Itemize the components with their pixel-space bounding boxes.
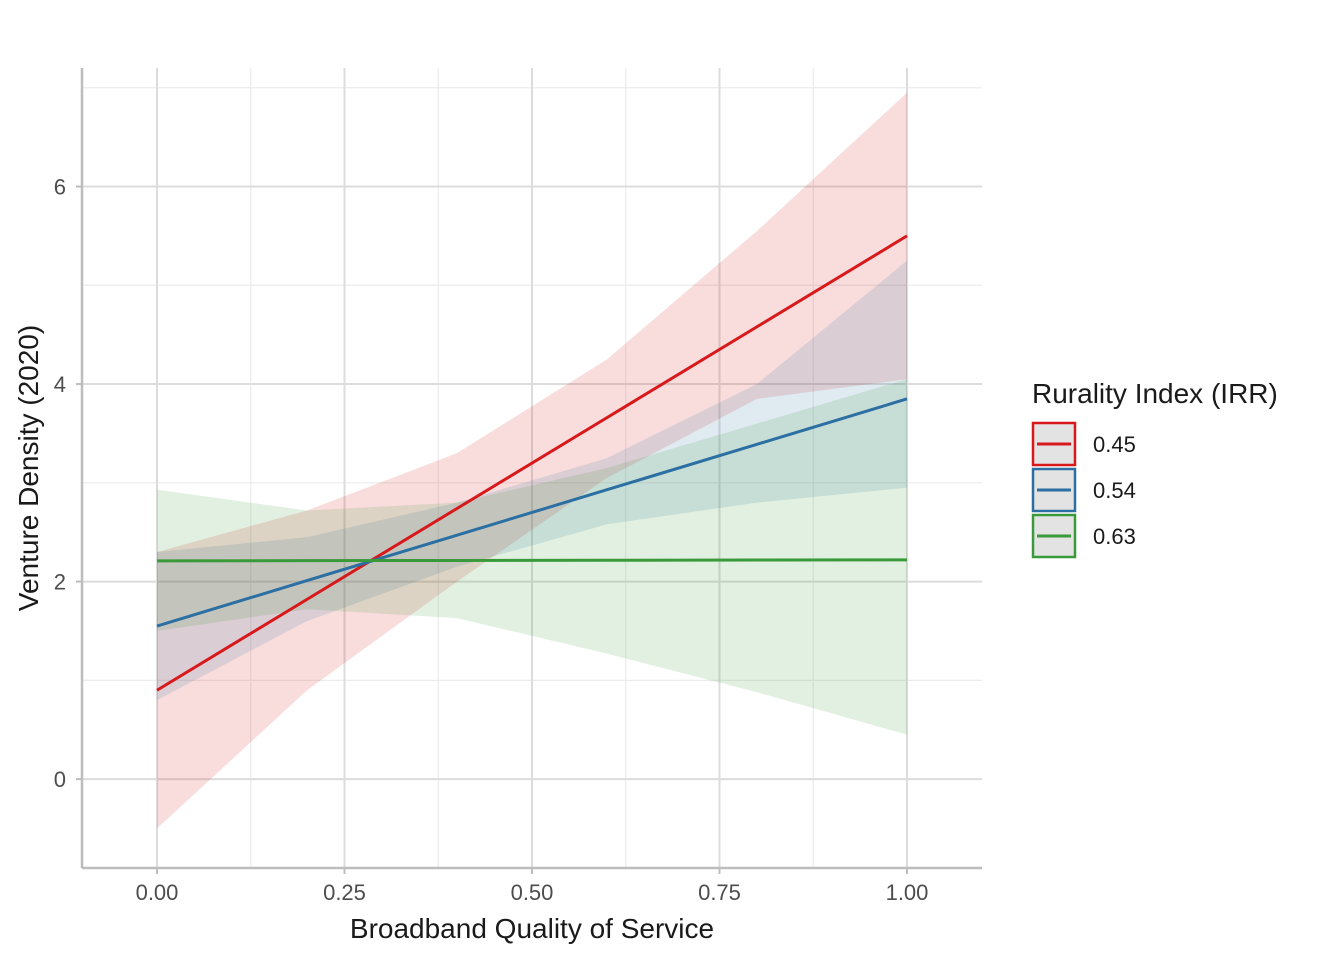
series-line-0.54: [156, 397, 908, 628]
y-tick-label: 4: [54, 372, 66, 397]
x-tick-label: 0.25: [323, 880, 366, 905]
legend-item-0.45: 0.45: [1031, 421, 1136, 467]
axes: [76, 68, 982, 874]
y-tick-label: 0: [54, 767, 66, 792]
x-tick-label: 0.50: [511, 880, 554, 905]
grid: [82, 68, 982, 868]
legend-label: 0.54: [1093, 478, 1136, 503]
confidence-band-0.54: [157, 260, 907, 701]
x-tick-label: 0.75: [698, 880, 741, 905]
legend-item-0.54: 0.54: [1031, 467, 1136, 513]
legend-label: 0.45: [1093, 432, 1136, 457]
legend-title: Rurality Index (IRR): [1032, 378, 1278, 409]
series-line-0.63: [156, 558, 908, 563]
x-axis-title: Broadband Quality of Service: [350, 913, 714, 944]
x-tick-label: 1.00: [886, 880, 929, 905]
legend: Rurality Index (IRR) 0.45 0.54 0.63: [1031, 378, 1278, 559]
series-line-0.45: [156, 234, 908, 692]
confidence-band-0.63: [157, 379, 907, 735]
legend-label: 0.63: [1093, 524, 1136, 549]
y-tick-label: 6: [54, 175, 66, 200]
y-axis-title: Venture Density (2020): [13, 325, 44, 611]
series-lines: [156, 234, 908, 692]
confidence-band-0.45: [157, 92, 907, 829]
tick-labels: 0.00 0.25 0.50 0.75 1.00 0 2 4 6: [54, 175, 929, 905]
x-tick-label: 0.00: [136, 880, 179, 905]
legend-item-0.63: 0.63: [1031, 513, 1136, 559]
y-tick-label: 2: [54, 570, 66, 595]
confidence-bands: [157, 92, 907, 829]
